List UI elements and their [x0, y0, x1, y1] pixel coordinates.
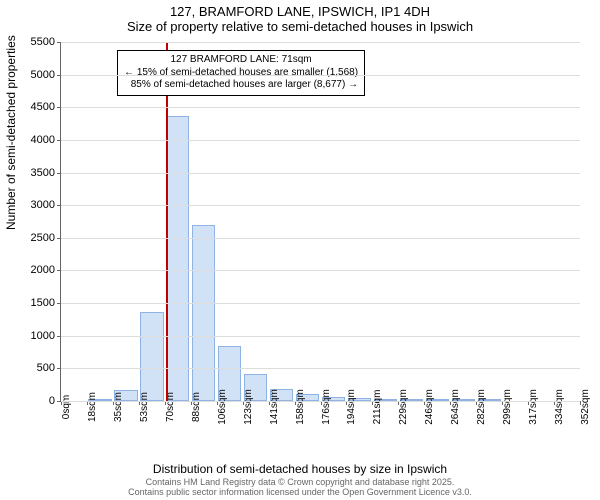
y-tick-mark [57, 238, 61, 239]
bar-slot: 176sqm [321, 42, 347, 401]
bar-slot: 229sqm [398, 42, 424, 401]
y-tick-mark [57, 336, 61, 337]
chart-titles: 127, BRAMFORD LANE, IPSWICH, IP1 4DH Siz… [0, 0, 600, 34]
y-tick-label: 2500 [31, 232, 55, 244]
x-tick-label: 264sqm [450, 389, 461, 425]
annotation-box: 127 BRAMFORD LANE: 71sqm ← 15% of semi-d… [117, 50, 365, 96]
footer-line2: Contains public sector information licen… [0, 488, 600, 498]
histogram-bar [140, 312, 163, 401]
bar-slot: 264sqm [450, 42, 476, 401]
y-tick-label: 1000 [31, 330, 55, 342]
bar-slot: 88sqm [191, 42, 217, 401]
bar-slot: 53sqm [139, 42, 165, 401]
y-tick-label: 500 [37, 362, 55, 374]
y-tick-mark [57, 205, 61, 206]
histogram-bar [192, 225, 215, 401]
gridline-h [61, 75, 580, 76]
gridline-h [61, 270, 580, 271]
histogram-bars: 0sqm18sqm35sqm53sqm70sqm88sqm106sqm123sq… [61, 42, 580, 401]
footer-attribution: Contains HM Land Registry data © Crown c… [0, 478, 600, 498]
gridline-h [61, 107, 580, 108]
x-tick-label: 352sqm [580, 389, 591, 425]
y-tick-mark [57, 303, 61, 304]
y-tick-label: 3000 [31, 199, 55, 211]
y-tick-label: 3500 [31, 167, 55, 179]
x-tick-label: 194sqm [346, 389, 357, 425]
x-tick-label: 106sqm [217, 389, 228, 425]
chart-title-address: 127, BRAMFORD LANE, IPSWICH, IP1 4DH [0, 4, 600, 19]
x-tick-label: 53sqm [139, 392, 150, 422]
x-tick-label: 176sqm [321, 389, 332, 425]
reference-line [166, 42, 168, 401]
x-tick-label: 0sqm [61, 395, 72, 419]
y-tick-mark [57, 173, 61, 174]
y-tick-mark [57, 368, 61, 369]
x-tick-label: 299sqm [502, 389, 513, 425]
y-tick-mark [57, 42, 61, 43]
property-size-chart: 127, BRAMFORD LANE, IPSWICH, IP1 4DH Siz… [0, 0, 600, 500]
annotation-line2: ← 15% of semi-detached houses are smalle… [124, 67, 358, 80]
chart-title-desc: Size of property relative to semi-detach… [0, 19, 600, 34]
y-tick-label: 2000 [31, 264, 55, 276]
bar-slot: 141sqm [269, 42, 295, 401]
y-tick-label: 5500 [31, 36, 55, 48]
gridline-h [61, 336, 580, 337]
x-tick-label: 246sqm [424, 389, 435, 425]
histogram-bar [166, 116, 189, 401]
x-tick-label: 334sqm [554, 389, 565, 425]
x-tick-label: 211sqm [372, 390, 383, 425]
bar-slot: 194sqm [346, 42, 372, 401]
y-axis-label: Number of semi-detached properties [4, 35, 18, 230]
bar-slot: 282sqm [476, 42, 502, 401]
gridline-h [61, 401, 580, 402]
y-tick-mark [57, 107, 61, 108]
x-tick-label: 317sqm [528, 389, 539, 425]
annotation-line1: 127 BRAMFORD LANE: 71sqm [124, 54, 358, 67]
x-tick-mark [580, 401, 581, 405]
plot-area: 0sqm18sqm35sqm53sqm70sqm88sqm106sqm123sq… [60, 42, 580, 402]
y-tick-mark [57, 75, 61, 76]
bar-slot: 123sqm [243, 42, 269, 401]
annotation-line3: 85% of semi-detached houses are larger (… [124, 79, 358, 92]
gridline-h [61, 303, 580, 304]
x-tick-label: 282sqm [476, 389, 487, 425]
x-tick-label: 88sqm [191, 392, 202, 422]
bar-slot: 70sqm [165, 42, 191, 401]
bar-slot: 106sqm [217, 42, 243, 401]
gridline-h [61, 42, 580, 43]
bar-slot: 0sqm [61, 42, 87, 401]
x-tick-label: 123sqm [243, 389, 254, 425]
bar-slot: 158sqm [295, 42, 321, 401]
x-tick-label: 141sqm [269, 389, 280, 425]
x-tick-label: 35sqm [113, 392, 124, 422]
bar-slot: 18sqm [87, 42, 113, 401]
bar-slot: 299sqm [502, 42, 528, 401]
x-tick-label: 18sqm [87, 392, 98, 422]
gridline-h [61, 205, 580, 206]
y-tick-label: 0 [49, 395, 55, 407]
y-tick-mark [57, 401, 61, 402]
x-tick-label: 229sqm [398, 389, 409, 425]
gridline-h [61, 368, 580, 369]
y-tick-label: 4000 [31, 134, 55, 146]
bar-slot: 211sqm [372, 42, 398, 401]
bar-slot: 317sqm [528, 42, 554, 401]
gridline-h [61, 173, 580, 174]
y-tick-mark [57, 270, 61, 271]
gridline-h [61, 238, 580, 239]
x-tick-label: 158sqm [295, 389, 306, 425]
bar-slot: 246sqm [424, 42, 450, 401]
y-tick-label: 1500 [31, 297, 55, 309]
bar-slot: 334sqm [554, 42, 580, 401]
bar-slot: 35sqm [113, 42, 139, 401]
y-tick-label: 5000 [31, 69, 55, 81]
gridline-h [61, 140, 580, 141]
y-tick-mark [57, 140, 61, 141]
x-axis-label: Distribution of semi-detached houses by … [0, 462, 600, 476]
y-tick-label: 4500 [31, 101, 55, 113]
